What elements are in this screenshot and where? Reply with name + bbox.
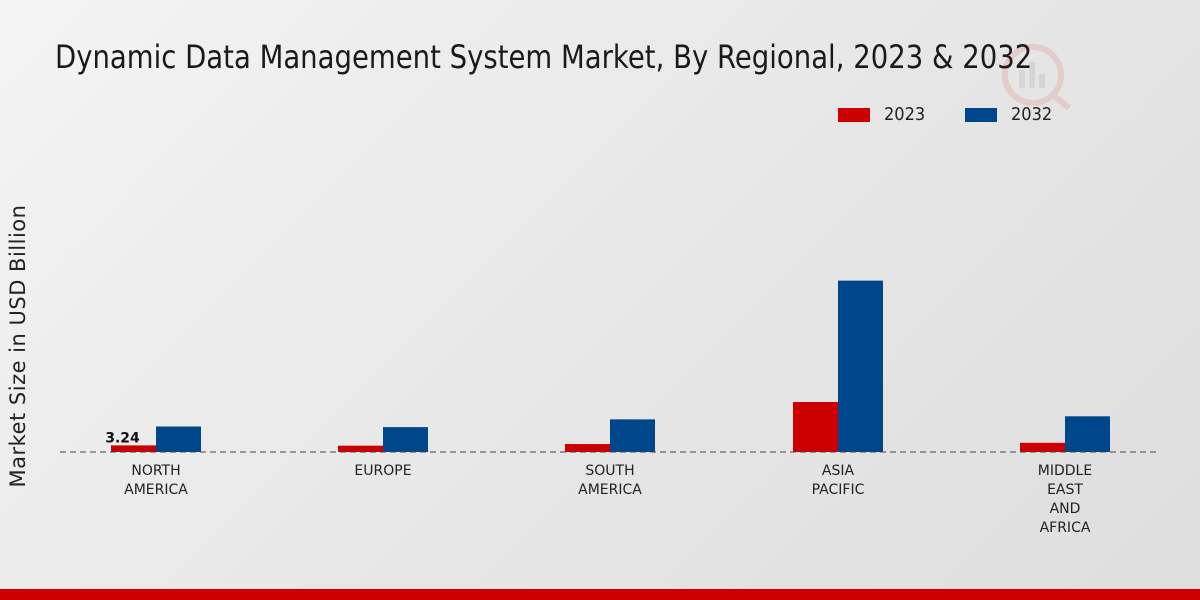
- x-tick-label-4-3: AFRICA: [1040, 520, 1091, 536]
- bar-2032-1: [383, 427, 428, 452]
- legend-swatch-2023: [838, 107, 870, 122]
- x-tick-label-4-2: AND: [1050, 501, 1081, 517]
- x-tick-label-3-0: ASIA: [822, 463, 855, 479]
- bar-2032-3: [838, 280, 883, 452]
- legend-label-2032: 2032: [1010, 104, 1053, 125]
- footer-bar: [0, 589, 1200, 600]
- bar-2023-2: [565, 444, 610, 452]
- data-label-0: 3.24: [105, 430, 140, 446]
- watermark-logo-icon: [1002, 44, 1071, 110]
- x-tick-label-0-1: AMERICA: [124, 482, 188, 498]
- legend-label-2023: 2023: [884, 104, 926, 125]
- x-tick-label-3-1: PACIFIC: [812, 482, 865, 498]
- bar-2023-0: [111, 445, 156, 452]
- x-tick-label-2-1: AMERICA: [578, 482, 642, 498]
- x-tick-label-2-0: SOUTH: [585, 463, 634, 479]
- bar-2023-1: [338, 445, 383, 452]
- legend: 2023 2032: [838, 104, 1092, 125]
- bar-2023-4: [1020, 442, 1065, 452]
- legend-swatch-2032: [964, 107, 997, 122]
- x-tick-label-4-0: MIDDLE: [1038, 463, 1092, 479]
- chart-title: Dynamic Data Management System Market, B…: [55, 38, 1033, 76]
- bar-2032-4: [1065, 416, 1110, 452]
- legend-item-2032: 2032: [964, 104, 1057, 125]
- x-tick-label-0-0: NORTH: [131, 463, 180, 479]
- bar-2032-0: [156, 426, 201, 452]
- x-tick-label-4-1: EAST: [1047, 482, 1083, 498]
- bar-2023-3: [793, 402, 838, 452]
- legend-item-2023: 2023: [838, 104, 930, 125]
- bar-2032-2: [610, 419, 655, 452]
- x-tick-label-1-0: EUROPE: [354, 463, 411, 479]
